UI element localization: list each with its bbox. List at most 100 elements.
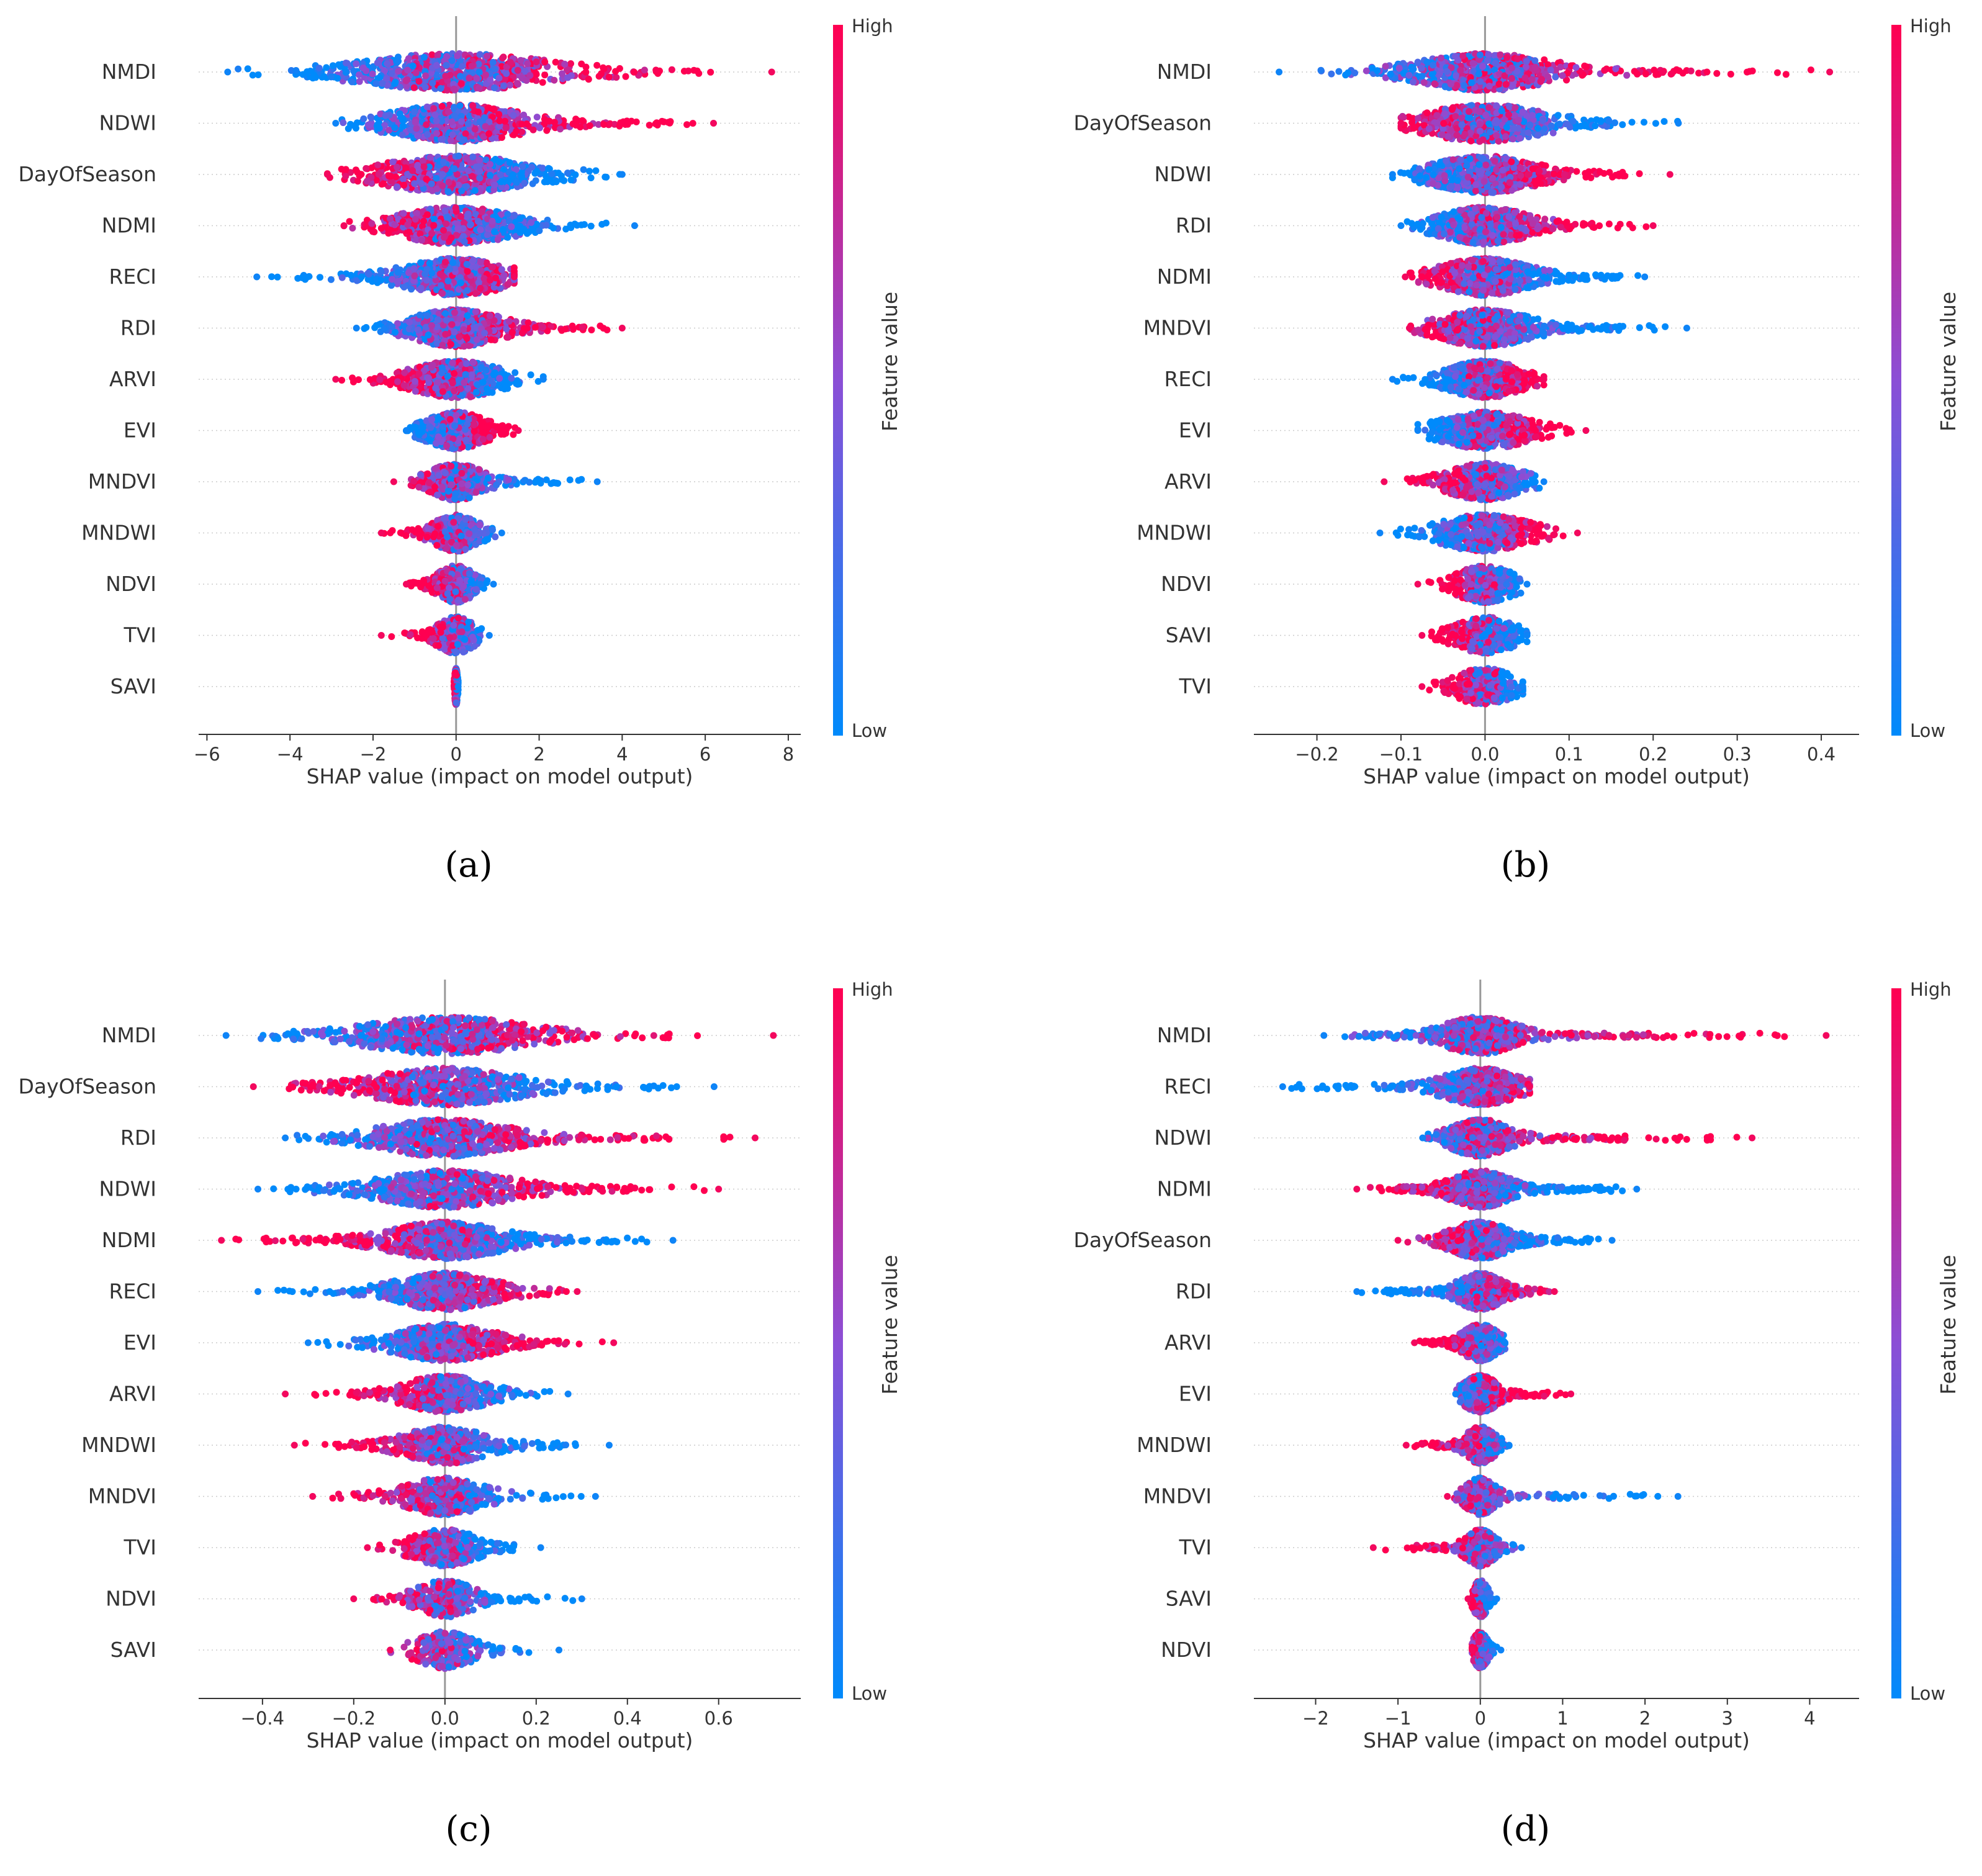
shap-point <box>235 66 241 73</box>
shap-point <box>410 63 417 70</box>
shap-point <box>518 121 525 128</box>
shap-point <box>312 74 319 81</box>
shap-point <box>379 80 385 87</box>
shap-point <box>448 119 455 125</box>
shap-point <box>414 132 421 139</box>
shap-point <box>690 67 697 74</box>
shap-point <box>449 132 456 138</box>
shap-point <box>349 78 356 85</box>
shap-point <box>360 115 367 122</box>
shap-point <box>413 125 420 132</box>
shap-point <box>539 79 546 86</box>
shap-point <box>444 87 451 94</box>
shap-point <box>477 119 484 125</box>
shap-point <box>443 53 450 60</box>
shap-point <box>631 69 637 76</box>
shap-point <box>654 122 661 129</box>
shap-point <box>500 83 507 89</box>
shap-point <box>641 66 648 73</box>
shap-point <box>472 126 479 133</box>
shap-point <box>617 119 624 126</box>
shap-point <box>353 60 359 67</box>
shap-point <box>437 85 444 92</box>
shap-point <box>551 77 557 84</box>
shap-point <box>376 125 383 132</box>
shap-point <box>606 74 613 81</box>
shap-point <box>515 67 521 74</box>
shap-point <box>250 72 256 79</box>
shap-point <box>423 121 430 128</box>
shap-point <box>587 122 593 129</box>
shap-point <box>473 75 480 82</box>
shap-point <box>356 78 363 85</box>
shap-point <box>561 61 568 68</box>
shap-point <box>438 136 444 143</box>
shap-point <box>510 112 517 119</box>
shap-point <box>421 54 428 61</box>
shap-point <box>490 59 497 66</box>
shap-point <box>316 65 323 71</box>
shap-point <box>320 73 327 80</box>
shap-point <box>395 58 402 65</box>
shap-point <box>596 73 603 79</box>
shap-point <box>330 62 336 69</box>
feature-label: NMDI <box>102 60 156 84</box>
shap-point <box>384 60 390 67</box>
shap-point <box>457 73 464 79</box>
shap-point <box>292 67 299 74</box>
shap-point <box>665 119 672 126</box>
shap-point <box>369 71 376 78</box>
shap-point <box>768 69 775 76</box>
shap-point <box>403 78 410 84</box>
shap-summary-figure: NMDINDWIDayOfSeasonNDMIRECIRDIARVIEVIMND… <box>0 0 1982 1876</box>
shap-point <box>517 57 524 64</box>
shap-point <box>585 76 592 83</box>
shap-point <box>484 53 490 60</box>
shap-point <box>391 80 398 87</box>
shap-point <box>460 137 467 144</box>
shap-point <box>541 58 548 65</box>
shap-point <box>451 86 457 92</box>
shap-point <box>543 127 550 134</box>
shap-point <box>600 65 606 71</box>
shap-point <box>707 69 714 76</box>
shap-point <box>514 80 521 87</box>
shap-point <box>433 117 440 124</box>
shap-point <box>415 78 422 85</box>
shap-point <box>400 122 407 129</box>
shap-point <box>304 68 310 75</box>
shap-point <box>399 117 406 124</box>
shap-point <box>397 110 403 117</box>
shap-point <box>499 55 506 61</box>
shap-point <box>323 64 330 71</box>
shap-point <box>458 118 465 125</box>
shap-point <box>579 117 586 124</box>
shap-point <box>382 112 389 119</box>
shap-point <box>407 127 414 133</box>
shap-point <box>374 60 381 66</box>
shap-point <box>570 120 577 127</box>
shap-point <box>541 71 548 78</box>
shap-point <box>399 132 406 138</box>
shap-point <box>530 127 537 133</box>
shap-point <box>332 120 339 127</box>
shap-point <box>564 74 571 81</box>
shap-point <box>578 61 585 68</box>
feature-points-NDWI <box>332 102 717 145</box>
shap-point <box>245 65 251 72</box>
shap-point <box>429 79 436 86</box>
shap-point <box>683 121 690 128</box>
shap-point <box>507 82 513 89</box>
shap-point <box>497 117 503 124</box>
shap-point <box>366 121 373 128</box>
shap-point <box>507 59 514 66</box>
shap-point <box>536 125 543 132</box>
shap-point <box>690 120 696 127</box>
shap-point <box>503 125 510 132</box>
shap-point <box>435 52 441 58</box>
shap-point <box>360 65 367 71</box>
shap-point <box>475 68 482 75</box>
shap-point <box>567 60 574 67</box>
shap-point <box>442 73 449 79</box>
shap-point <box>524 60 531 67</box>
